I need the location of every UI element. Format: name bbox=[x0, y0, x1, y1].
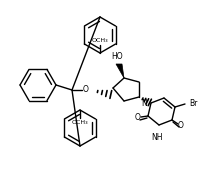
Text: OCH₃: OCH₃ bbox=[91, 38, 108, 43]
Polygon shape bbox=[115, 64, 123, 78]
Text: O: O bbox=[177, 121, 183, 129]
Text: N: N bbox=[140, 98, 146, 108]
Text: Br: Br bbox=[188, 100, 197, 109]
Text: OCH₃: OCH₃ bbox=[71, 120, 88, 125]
Text: NH: NH bbox=[151, 133, 162, 142]
Text: HO: HO bbox=[111, 52, 122, 61]
Text: O: O bbox=[134, 114, 140, 122]
Text: O: O bbox=[83, 86, 89, 95]
